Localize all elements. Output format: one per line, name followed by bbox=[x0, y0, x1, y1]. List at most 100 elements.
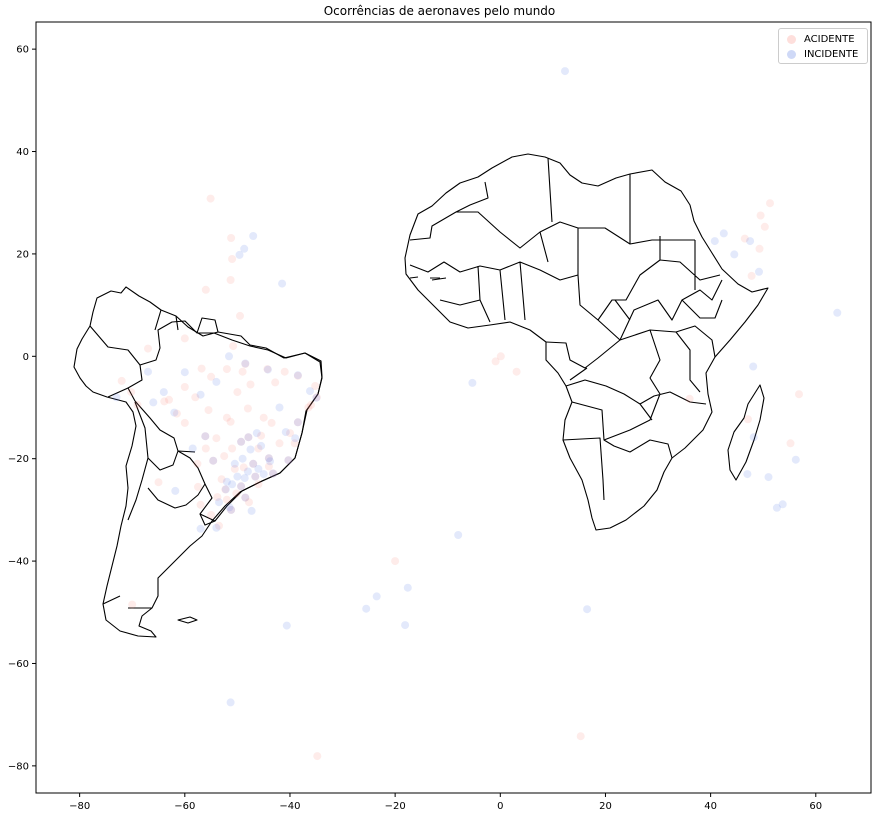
incidente-point bbox=[257, 441, 266, 450]
incidente-point bbox=[778, 500, 787, 509]
acidente-point bbox=[512, 367, 521, 376]
incidente-point bbox=[266, 457, 274, 466]
incidente-point bbox=[215, 498, 223, 507]
acidente-point bbox=[311, 382, 320, 390]
brazil-outline bbox=[127, 320, 323, 522]
incidente-point bbox=[144, 367, 152, 376]
africa-outline bbox=[404, 153, 769, 531]
incidente-point bbox=[284, 456, 293, 465]
incidente-point bbox=[240, 474, 249, 483]
incidente-point bbox=[372, 592, 381, 601]
acidente-point bbox=[228, 255, 237, 263]
acidente-point bbox=[237, 482, 246, 491]
incidente-point bbox=[209, 456, 218, 465]
legend-marker-incidente bbox=[787, 49, 796, 59]
x-tick-label: −20 bbox=[385, 801, 406, 812]
acidente-point bbox=[685, 394, 694, 403]
acidente-point bbox=[233, 388, 242, 397]
x-tick-label: 0 bbox=[497, 801, 503, 812]
incidente-point bbox=[264, 454, 273, 463]
incidente-point bbox=[212, 377, 221, 386]
acidente-point bbox=[222, 495, 231, 504]
acidente-point bbox=[243, 404, 252, 413]
acidente-point bbox=[744, 415, 752, 424]
falklands-outline bbox=[177, 616, 198, 624]
acidente-point bbox=[228, 444, 237, 453]
acidente-point bbox=[221, 485, 230, 494]
acidente-point bbox=[286, 429, 294, 438]
acidente-point bbox=[117, 376, 126, 385]
acidente-point bbox=[254, 480, 263, 489]
incidente-point bbox=[749, 433, 758, 442]
acidente-point bbox=[180, 383, 189, 391]
y-tick-label: −60 bbox=[8, 659, 29, 670]
acidente-point bbox=[249, 459, 258, 468]
acidente-point bbox=[244, 433, 253, 442]
acidente-point bbox=[229, 342, 238, 351]
acidente-point bbox=[254, 444, 263, 453]
acidente-point bbox=[196, 500, 205, 509]
acidente-point bbox=[209, 456, 218, 465]
incidente-point bbox=[791, 455, 800, 464]
acidente-point bbox=[257, 431, 266, 440]
incidente-point bbox=[246, 445, 255, 454]
legend-label-acidente: ACIDENTE bbox=[804, 33, 855, 45]
acidente-point bbox=[241, 493, 250, 502]
incidente-point bbox=[244, 433, 253, 442]
x-axis-ticks: −80 −60 −40 −20 0 20 40 60 bbox=[69, 793, 822, 812]
acidente-point bbox=[747, 271, 756, 280]
acidente-point bbox=[217, 475, 226, 484]
y-tick-label: −80 bbox=[8, 761, 29, 772]
incidente-point bbox=[188, 444, 197, 453]
incidente-point bbox=[743, 470, 752, 479]
acidente-point bbox=[206, 194, 215, 203]
legend: ACIDENTE INCIDENTE bbox=[778, 28, 868, 64]
acidente-point bbox=[766, 199, 774, 208]
incidente-point bbox=[226, 698, 235, 707]
acidente-point bbox=[786, 439, 795, 448]
acidente-point bbox=[237, 437, 246, 446]
incidente-point bbox=[454, 531, 463, 539]
incidente-point bbox=[149, 398, 158, 407]
x-tick-label: 40 bbox=[704, 801, 717, 812]
incidente-point bbox=[227, 505, 236, 514]
incidente-point bbox=[710, 237, 719, 246]
acidente-point bbox=[264, 462, 273, 471]
acidente-point bbox=[267, 418, 276, 427]
legend-marker-acidente bbox=[787, 34, 796, 44]
acidente-point bbox=[245, 498, 253, 507]
incidente-point bbox=[755, 267, 763, 276]
acidente-point bbox=[271, 378, 280, 387]
acidente-point bbox=[201, 444, 210, 453]
incidente-point bbox=[746, 237, 755, 246]
incidente-point bbox=[259, 470, 268, 479]
incidente-point bbox=[312, 393, 321, 402]
incidente-point bbox=[112, 393, 121, 402]
incidente-point bbox=[269, 469, 278, 478]
incidente-point bbox=[833, 308, 842, 317]
incidente-point bbox=[249, 459, 258, 468]
acidente-point bbox=[194, 482, 202, 491]
acidente-point bbox=[312, 393, 321, 402]
incidente-point bbox=[240, 244, 249, 253]
incidente-point bbox=[362, 604, 371, 613]
incidente-point bbox=[180, 368, 189, 377]
x-tick-label: 20 bbox=[599, 801, 612, 812]
acidente-point bbox=[191, 393, 200, 402]
acidente-point bbox=[251, 472, 260, 481]
y-tick-label: 20 bbox=[16, 249, 29, 260]
acidente-point bbox=[227, 234, 236, 242]
chart-title: Ocorrências de aeronaves pelo mundo bbox=[323, 4, 556, 18]
acidente-point bbox=[201, 432, 210, 441]
acidente-point bbox=[201, 285, 210, 294]
country-outlines-map bbox=[73, 153, 769, 638]
acidente-point bbox=[576, 732, 585, 741]
incidente-point bbox=[730, 250, 739, 259]
incidente-point bbox=[293, 418, 302, 427]
acidente-point bbox=[222, 413, 231, 422]
acidente-point bbox=[222, 365, 231, 374]
acidente-point bbox=[259, 413, 268, 422]
acidente-point bbox=[740, 234, 749, 243]
acidente-point bbox=[230, 464, 239, 473]
